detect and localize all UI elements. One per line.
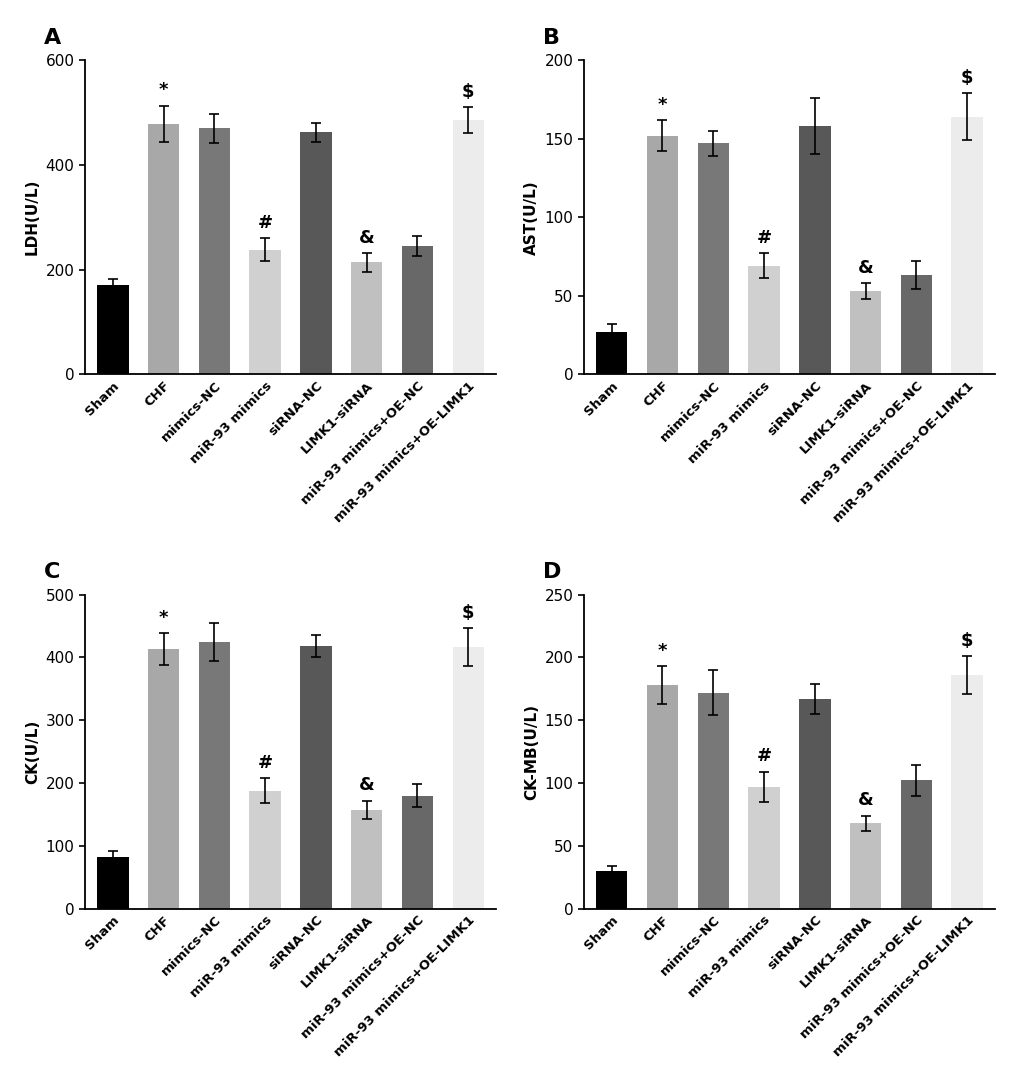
Text: #: # [756,747,770,765]
Bar [748,787,779,908]
Bar [351,810,382,908]
Text: &: & [857,791,872,810]
Bar [849,291,880,374]
Text: $: $ [462,83,474,101]
Text: $: $ [960,632,972,649]
Bar [646,136,678,374]
Bar [300,132,331,374]
Bar [798,699,829,908]
Bar [798,126,829,374]
Bar [748,266,779,374]
Bar [401,246,433,374]
Bar [300,646,331,908]
Text: A: A [44,27,61,48]
Bar [697,693,729,908]
Y-axis label: LDH(U/L): LDH(U/L) [25,179,40,256]
Bar [401,796,433,908]
Bar [595,870,627,908]
Bar [452,120,483,374]
Text: *: * [159,81,168,100]
Bar [148,649,179,908]
Bar [900,780,931,908]
Text: #: # [258,753,272,772]
Text: #: # [258,214,272,232]
Text: D: D [542,562,560,582]
Text: C: C [44,562,60,582]
Text: B: B [542,27,559,48]
Bar [951,675,982,908]
Y-axis label: CK-MB(U/L): CK-MB(U/L) [524,704,538,800]
Bar [595,332,627,374]
Bar [951,117,982,374]
Bar [452,647,483,908]
Text: *: * [657,642,666,660]
Bar [697,143,729,374]
Bar [849,823,880,908]
Bar [250,249,280,374]
Text: #: # [756,229,770,247]
Text: *: * [657,95,666,114]
Text: *: * [159,609,168,628]
Bar [646,685,678,908]
Bar [97,285,128,374]
Bar [97,857,128,908]
Bar [148,124,179,374]
Text: &: & [359,776,374,795]
Text: $: $ [462,604,474,621]
Text: &: & [857,259,872,276]
Text: $: $ [960,69,972,87]
Text: &: & [359,229,374,246]
Y-axis label: CK(U/L): CK(U/L) [25,720,40,784]
Bar [199,128,230,374]
Bar [199,642,230,908]
Y-axis label: AST(U/L): AST(U/L) [524,180,538,255]
Bar [351,262,382,374]
Bar [250,790,280,908]
Bar [900,275,931,374]
